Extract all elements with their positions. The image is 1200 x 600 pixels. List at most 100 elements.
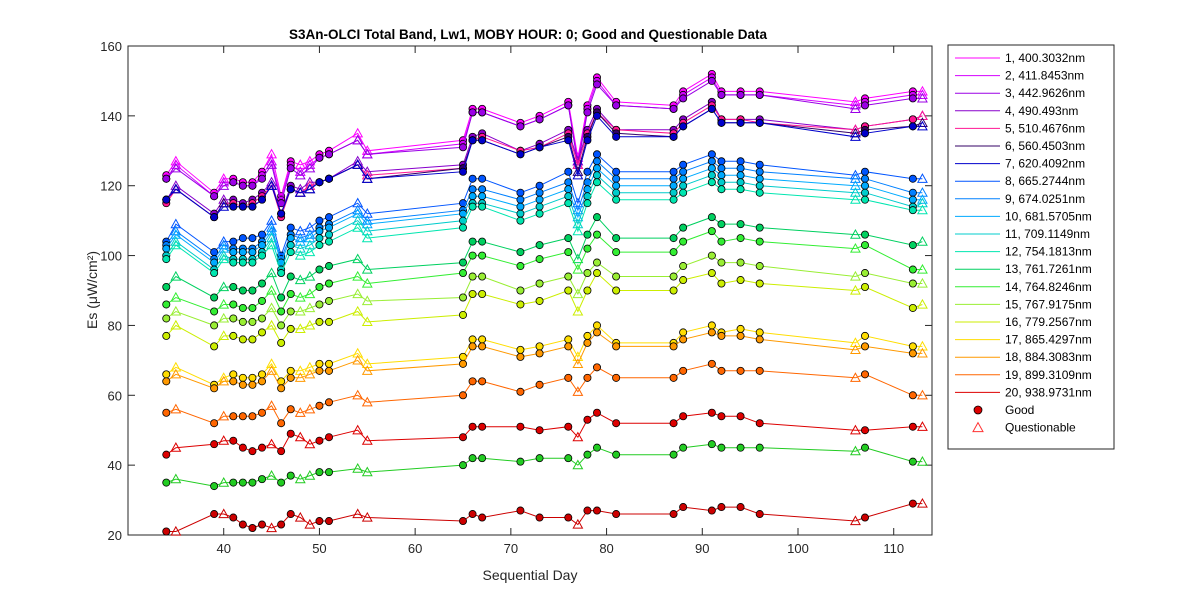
questionable-point [352,197,364,208]
good-point [593,178,602,187]
good-point [564,192,573,201]
good-point [669,181,678,190]
good-point [612,132,621,141]
good-point [612,342,621,351]
good-point [162,300,171,309]
good-point [707,440,716,449]
questionable-point [361,148,373,159]
good-point [516,188,525,197]
good-point [210,192,219,201]
good-point [277,307,286,316]
good-point [707,408,716,417]
good-point [229,248,238,257]
good-point [324,150,333,159]
y-tick-label: 100 [100,249,122,264]
good-point [315,300,324,309]
questionable-point [352,253,364,264]
questionable-point [266,400,278,410]
good-point [612,248,621,257]
x-tick-label: 60 [408,541,422,556]
questionable-point [218,435,230,445]
questionable-point [170,319,182,330]
good-point [755,366,764,375]
good-point [535,279,544,288]
good-point [679,335,688,344]
questionable-point [170,183,182,194]
series-12 [162,178,928,278]
good-point [908,174,917,183]
questionable-point [170,228,182,239]
x-tick-label: 50 [312,541,326,556]
good-point [861,370,870,379]
good-point [861,269,870,278]
good-point [736,503,745,512]
legend-label: 7, 620.4092nm [1005,157,1085,171]
questionable-point [294,225,306,236]
good-point [612,101,621,110]
good-point [755,328,764,337]
good-point [248,286,257,295]
good-point [908,349,917,358]
good-point [162,331,171,340]
good-point [210,440,219,449]
questionable-point [304,232,316,243]
good-point [679,366,688,375]
questionable-point [849,270,861,281]
x-tick-label: 40 [216,541,230,556]
questionable-point [294,431,306,442]
good-point [593,157,602,166]
questionable-point [572,263,584,274]
questionable-point [170,442,182,452]
questionable-point [916,497,928,508]
questionable-point [916,277,928,288]
good-point [583,199,592,208]
y-axis-title: Es (μW/cm²) [84,251,100,329]
good-point [286,289,295,298]
good-point [229,314,238,323]
questionable-point [294,242,306,253]
good-point [277,384,286,393]
questionable-point [304,162,316,173]
good-point [458,310,467,319]
good-point [478,202,487,211]
good-point [679,181,688,190]
good-point [478,192,487,201]
good-point [564,248,573,257]
questionable-point [916,110,928,120]
good-point [210,419,219,428]
questionable-point [294,291,306,302]
good-point [257,370,266,379]
questionable-point [849,344,861,354]
questionable-point [266,225,278,236]
good-point [324,359,333,368]
legend-label: 17, 865.4297nm [1005,333,1092,347]
good-point [286,324,295,333]
good-point [593,213,602,222]
legend-label: 11, 709.1149nm [1005,227,1090,241]
questionable-point [218,312,230,323]
good-point [583,450,592,459]
questionable-point [361,511,373,522]
good-point [669,419,678,428]
good-point [679,412,688,421]
good-point [717,90,726,99]
good-point [535,296,544,305]
questionable-point [849,228,861,239]
good-point [755,188,764,197]
good-point [277,209,286,218]
legend-label: 4, 490.493nm [1005,104,1078,118]
good-point [564,342,573,351]
good-point [755,181,764,190]
legend-label: 14, 764.8246nm [1005,280,1092,294]
questionable-point [294,235,306,246]
questionable-point [352,127,364,138]
good-point [707,359,716,368]
questionable-point [916,117,928,127]
questionable-point [304,270,316,281]
good-point [564,101,573,110]
questionable-point [361,218,373,229]
good-point [593,171,602,180]
good-point [257,408,266,417]
good-point [736,171,745,180]
good-point [458,433,467,442]
